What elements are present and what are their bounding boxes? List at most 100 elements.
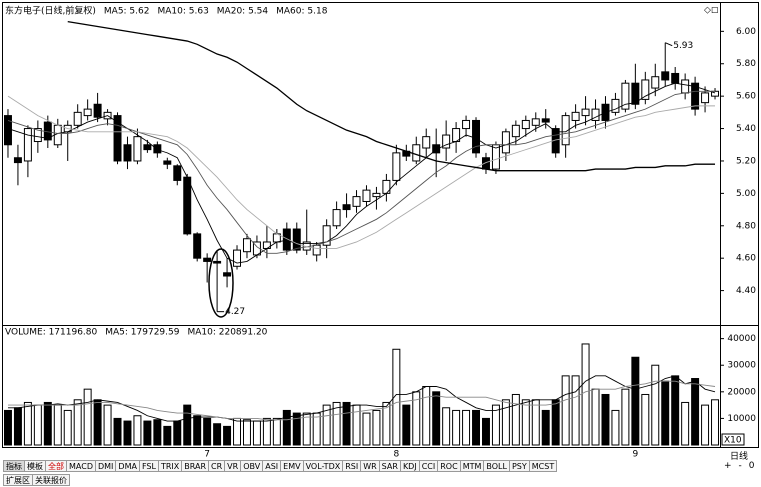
zoom-button[interactable]: 0 <box>748 461 755 471</box>
x-tick-label: 7 <box>204 450 210 460</box>
candle-body <box>691 82 700 110</box>
indicator-tab[interactable]: 全部 <box>46 460 67 472</box>
volume-bar <box>382 401 391 446</box>
legend-entry: MA5: 179729.59 <box>105 328 179 338</box>
indicator-tab[interactable]: MTM <box>460 460 485 472</box>
candle-body <box>262 241 271 249</box>
bottom-tab[interactable]: 扩展区 <box>3 474 33 486</box>
indicator-tab[interactable]: MCST <box>529 460 558 472</box>
candle-body <box>332 209 341 227</box>
volume-bar <box>23 401 32 446</box>
volume-bar <box>452 409 461 446</box>
candle-body <box>153 144 162 154</box>
indicator-tab[interactable]: EMV <box>281 460 304 472</box>
volume-bar <box>53 404 62 446</box>
candle-body <box>422 136 431 149</box>
candle-body <box>173 165 182 181</box>
indicator-tab[interactable]: FSL <box>139 460 159 472</box>
volume-bar <box>73 399 82 446</box>
indicator-tab[interactable]: SAR <box>379 460 401 472</box>
frame <box>2 2 759 448</box>
volume-bar <box>561 375 570 446</box>
volume-bar <box>432 391 441 446</box>
candle-body <box>113 115 122 162</box>
candle-body <box>143 144 152 151</box>
candle-body <box>661 71 670 81</box>
indicator-tab[interactable]: BOLL <box>484 460 510 472</box>
indicator-tab[interactable]: CR <box>209 460 226 472</box>
volume-bar <box>153 419 162 446</box>
indicator-tab[interactable]: 模板 <box>25 460 46 472</box>
volume-bar <box>501 399 510 446</box>
candle-body <box>282 228 291 251</box>
indicator-tab[interactable]: WR <box>361 460 380 472</box>
candle-body <box>571 111 580 121</box>
candle-body <box>611 98 620 113</box>
candle-body <box>73 111 82 126</box>
indicator-tab[interactable]: DMA <box>116 460 140 472</box>
legend-entry: MA60: 5.18 <box>276 7 328 17</box>
indicator-tab[interactable]: CCI <box>419 460 439 472</box>
volume-bar <box>213 423 222 446</box>
candle-body <box>701 92 710 104</box>
candle-body <box>711 90 720 97</box>
volume-bar <box>402 404 411 446</box>
y-tick-label: 4.40 <box>736 286 756 296</box>
ma-line <box>7 95 716 249</box>
candle-body <box>641 79 650 100</box>
volume-bar <box>651 364 660 446</box>
volume-bar <box>332 401 341 446</box>
volume-bar <box>272 417 281 446</box>
zoom-button[interactable]: + <box>724 461 732 471</box>
ma-line <box>7 375 716 422</box>
indicator-tab[interactable]: DMI <box>95 460 117 472</box>
chart: 东方电子(日线,前复权) ◇◻ X10 4.40 4.60 4.80 5.00 5.20… <box>2 2 759 460</box>
indicator-tab[interactable]: OBV <box>241 460 264 472</box>
volume-bar <box>322 404 331 446</box>
volume-bar <box>143 420 152 446</box>
indicator-tab[interactable]: ASI <box>263 460 282 472</box>
volume-bar <box>302 412 311 446</box>
low-label: 4.27 <box>225 307 245 317</box>
indicator-tab[interactable]: PSY <box>509 460 530 472</box>
candle-body <box>561 115 570 146</box>
y-tick-label: 5.00 <box>736 189 756 199</box>
indicator-tab[interactable]: TRIX <box>158 460 183 472</box>
volume-bar <box>481 417 490 446</box>
volume-bar <box>531 399 540 446</box>
volume-bar <box>491 404 500 446</box>
indicator-tab[interactable]: VOL-TDX <box>303 460 344 472</box>
indicator-tab[interactable]: MACD <box>67 460 96 472</box>
indicator-tab[interactable]: 指标 <box>3 460 25 472</box>
candle-body <box>163 160 172 165</box>
bottom-tabs: 扩展区 关联报价 <box>3 474 70 486</box>
x-tick-label: 9 <box>632 450 638 460</box>
indicator-tab[interactable]: VR <box>225 460 242 472</box>
indicator-tab[interactable]: KDJ <box>400 460 420 472</box>
volume-bar <box>133 415 142 446</box>
volume-bar <box>43 401 52 446</box>
y-tick-label: 40000 <box>727 334 756 344</box>
candle-body <box>233 249 242 267</box>
volume-bar <box>511 393 520 446</box>
volume-bar <box>252 420 261 446</box>
highlight-ellipse <box>208 248 234 318</box>
indicator-tab[interactable]: BRAR <box>182 460 210 472</box>
volume-bar <box>292 412 301 446</box>
bottom-tab[interactable]: 关联报价 <box>33 474 70 486</box>
volume-bar <box>422 386 431 446</box>
volume-bar <box>163 425 172 446</box>
volume-bar <box>571 375 580 446</box>
volume-bar <box>462 409 471 446</box>
zoom-button[interactable]: - <box>738 461 742 471</box>
ma-line <box>7 90 716 254</box>
candle-body <box>362 189 371 202</box>
candle-body <box>312 244 321 256</box>
candle-body <box>501 131 510 154</box>
indicator-tab[interactable]: ROC <box>438 460 461 472</box>
candle-body <box>631 82 640 105</box>
indicator-tab[interactable]: RSI <box>343 460 362 472</box>
candle-body <box>432 144 441 154</box>
volume-bar <box>681 401 690 446</box>
